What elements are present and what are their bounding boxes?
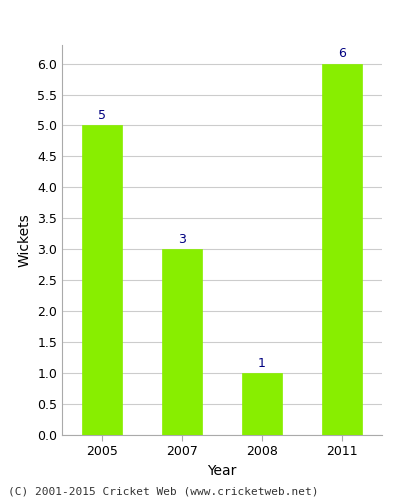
Bar bbox=[242, 373, 282, 435]
Bar bbox=[322, 64, 362, 435]
Y-axis label: Wickets: Wickets bbox=[18, 213, 32, 267]
Text: 3: 3 bbox=[178, 233, 186, 246]
Text: (C) 2001-2015 Cricket Web (www.cricketweb.net): (C) 2001-2015 Cricket Web (www.cricketwe… bbox=[8, 486, 318, 496]
Text: 1: 1 bbox=[258, 357, 266, 370]
Bar bbox=[82, 126, 122, 435]
Text: 5: 5 bbox=[98, 110, 106, 122]
X-axis label: Year: Year bbox=[207, 464, 237, 478]
Text: 6: 6 bbox=[338, 48, 346, 60]
Bar bbox=[162, 250, 202, 435]
